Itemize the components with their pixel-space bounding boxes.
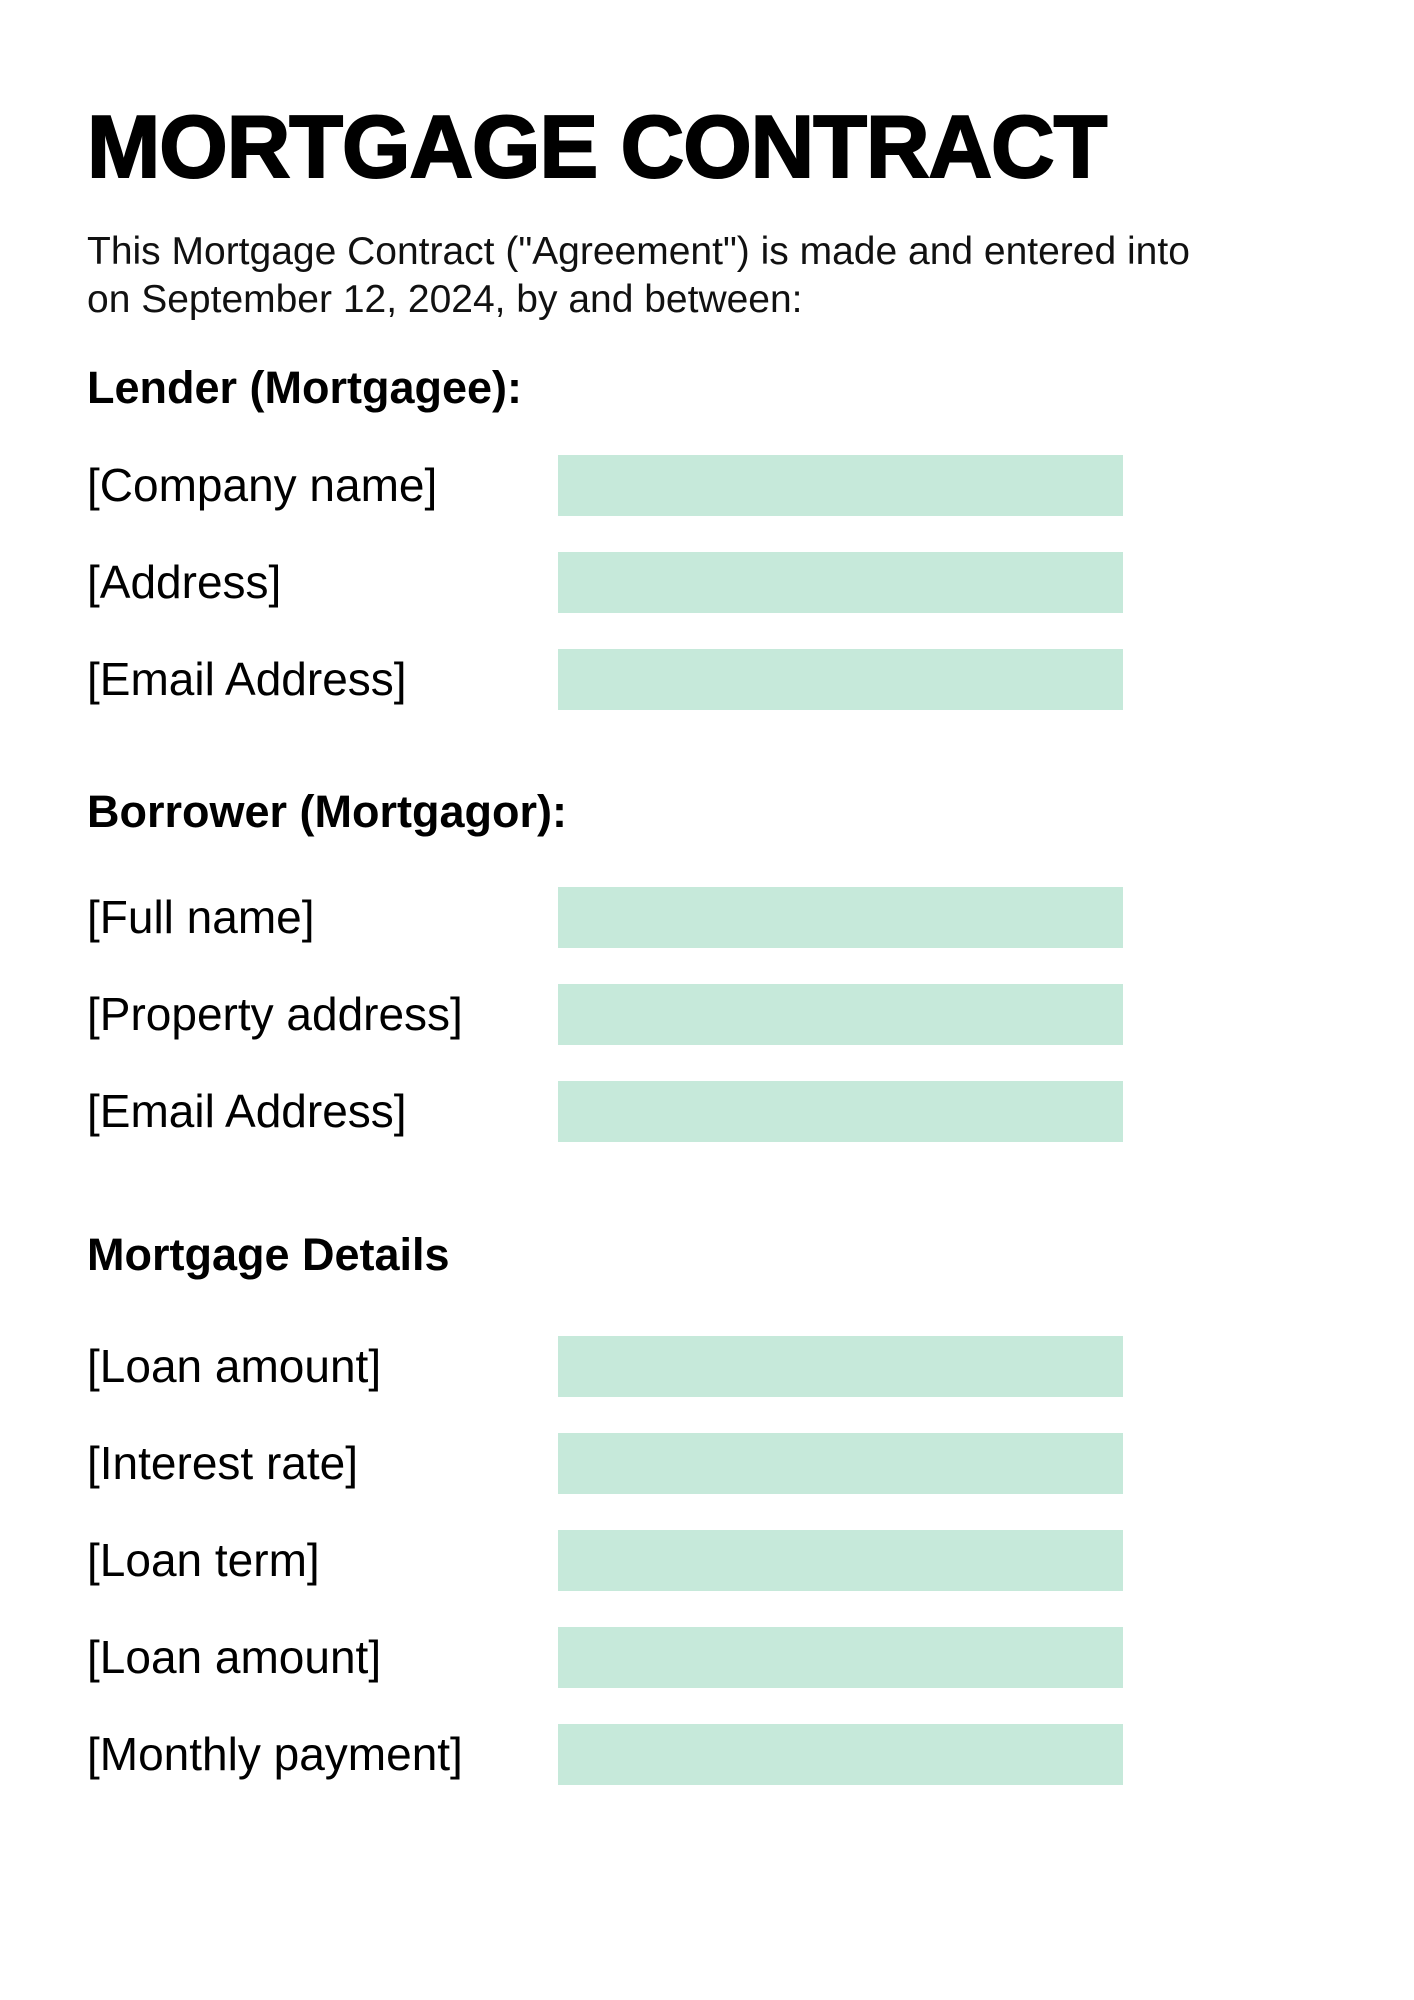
field-row: [Interest rate] <box>87 1433 1324 1494</box>
borrower-email-input[interactable] <box>558 1081 1123 1142</box>
mortgage-details-section-heading: Mortgage Details <box>87 1229 450 1280</box>
section-lender: Lender (Mortgagee): [Company name] [Addr… <box>87 361 1324 710</box>
lender-fields: [Company name] [Address] [Email Address] <box>87 455 1324 710</box>
borrower-email-label: [Email Address] <box>87 1085 407 1137</box>
field-row: [Company name] <box>87 455 1324 516</box>
monthly-payment-label: [Monthly payment] <box>87 1728 463 1780</box>
lender-email-label: [Email Address] <box>87 653 407 705</box>
loan-term-input[interactable] <box>558 1530 1123 1591</box>
borrower-section-heading: Borrower (Mortgagor): <box>87 786 567 837</box>
field-row: [Monthly payment] <box>87 1724 1324 1785</box>
borrower-property-address-label: [Property address] <box>87 988 463 1040</box>
lender-email-input[interactable] <box>558 649 1123 710</box>
field-row: [Property address] <box>87 984 1324 1045</box>
borrower-full-name-label: [Full name] <box>87 891 315 943</box>
monthly-payment-input[interactable] <box>558 1724 1123 1785</box>
loan-amount-2-label: [Loan amount] <box>87 1631 382 1683</box>
section-mortgage-details: Mortgage Details [Loan amount] [Interest… <box>87 1228 1324 1785</box>
lender-address-label: [Address] <box>87 556 282 608</box>
field-row: [Address] <box>87 552 1324 613</box>
lender-company-name-label: [Company name] <box>87 459 438 511</box>
section-borrower: Borrower (Mortgagor): [Full name] [Prope… <box>87 785 1324 1142</box>
document-title: MORTGAGE CONTRACT <box>86 97 1108 196</box>
lender-address-input[interactable] <box>558 552 1123 613</box>
borrower-property-address-input[interactable] <box>558 984 1123 1045</box>
loan-amount-label: [Loan amount] <box>87 1340 382 1392</box>
interest-rate-input[interactable] <box>558 1433 1123 1494</box>
loan-term-label: [Loan term] <box>87 1534 320 1586</box>
loan-amount-2-input[interactable] <box>558 1627 1123 1688</box>
mortgage-details-fields: [Loan amount] [Interest rate] [Loan term… <box>87 1336 1324 1785</box>
interest-rate-label: [Interest rate] <box>87 1437 359 1489</box>
field-row: [Full name] <box>87 887 1324 948</box>
loan-amount-input[interactable] <box>558 1336 1123 1397</box>
lender-company-name-input[interactable] <box>558 455 1123 516</box>
field-row: [Loan term] <box>87 1530 1324 1591</box>
borrower-full-name-input[interactable] <box>558 887 1123 948</box>
field-row: [Email Address] <box>87 1081 1324 1142</box>
borrower-fields: [Full name] [Property address] [Email Ad… <box>87 887 1324 1142</box>
field-row: [Loan amount] <box>87 1627 1324 1688</box>
field-row: [Loan amount] <box>87 1336 1324 1397</box>
intro-paragraph: This Mortgage Contract ("Agreement") is … <box>87 230 1190 321</box>
lender-section-heading: Lender (Mortgagee): <box>87 362 523 413</box>
field-row: [Email Address] <box>87 649 1324 710</box>
